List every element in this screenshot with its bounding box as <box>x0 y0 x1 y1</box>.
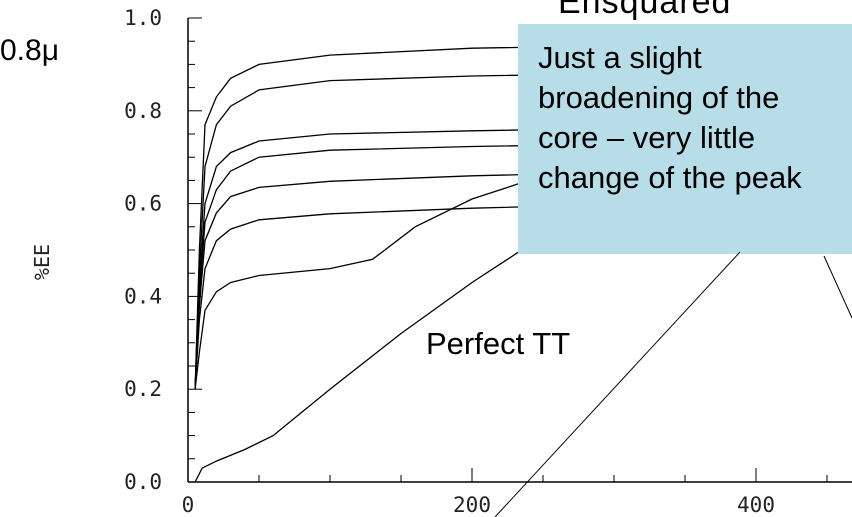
x-tick-labels: 0 200 400 <box>182 493 775 517</box>
x-tick-label: 200 <box>453 493 491 517</box>
y-tick-label: 0.2 <box>124 377 162 401</box>
title-fragment: Ensquared <box>558 0 732 21</box>
y-tick-label: 0.8 <box>124 99 162 123</box>
y-axis-title: %EE <box>30 244 54 280</box>
y-tick-label: 1.0 <box>124 6 162 30</box>
y-tick-labels: 0.0 0.2 0.4 0.6 0.8 1.0 <box>124 6 162 494</box>
y-tick-label: 0.4 <box>124 284 162 308</box>
x-tick-label: 0 <box>182 493 195 517</box>
callout-line: change of the peak <box>538 160 802 195</box>
perfect-tt-label: Perfect TT <box>426 326 571 361</box>
x-tick-label: 400 <box>737 493 775 517</box>
wavelength-label: 0.8μ <box>0 34 59 67</box>
y-tick-label: 0.6 <box>124 192 162 216</box>
callout-line: Just a slight <box>538 40 702 75</box>
y-tick-label: 0.0 <box>124 470 162 494</box>
callout-line: core – very little <box>538 120 756 155</box>
callout-line: broadening of the <box>538 80 780 115</box>
series-line <box>194 151 615 390</box>
callout-box: Just a slight broadening of the core – v… <box>518 24 852 254</box>
